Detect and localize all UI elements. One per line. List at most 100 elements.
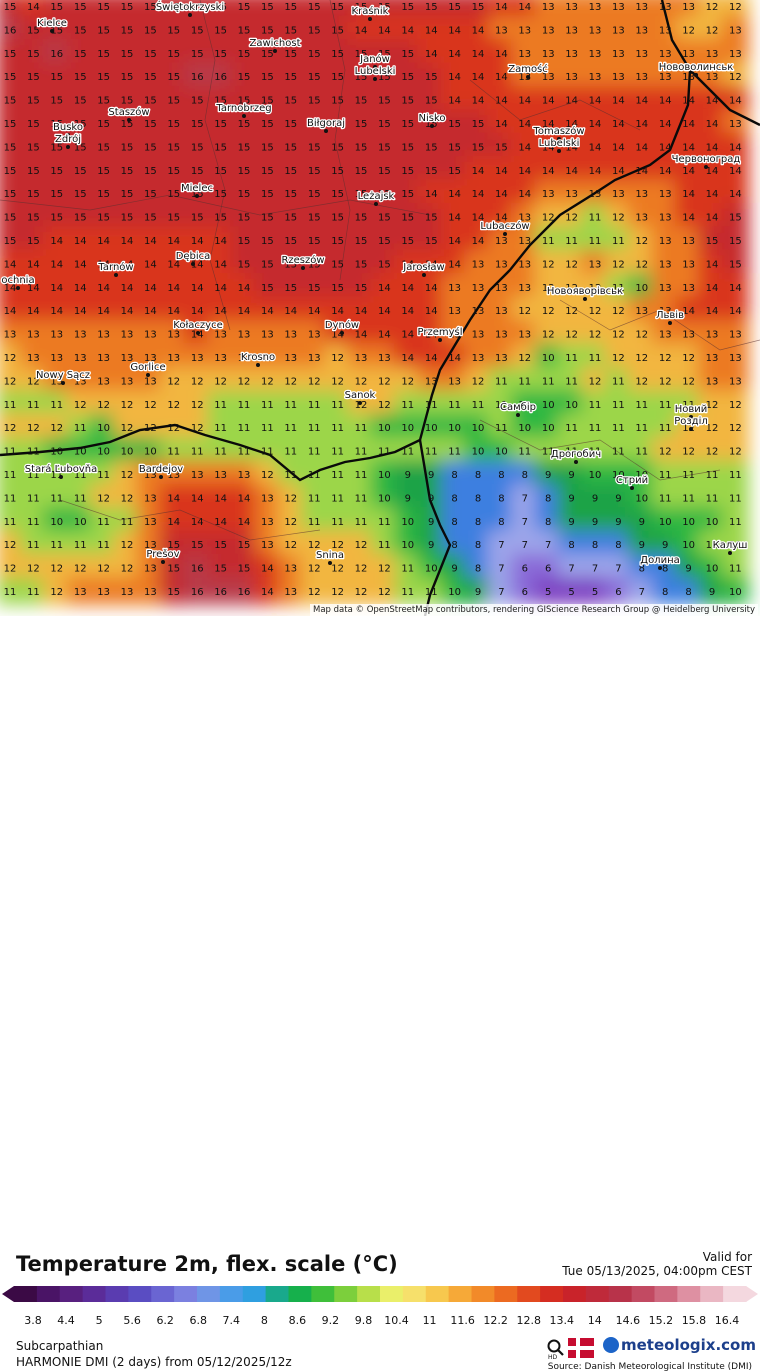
temperature-cell [0,296,24,324]
temperature-cell [206,343,235,371]
temperature-cell [230,202,258,231]
temperature-value: 9 [428,470,434,481]
temperature-cell [206,296,235,324]
temperature-value: 10 [378,423,391,434]
temperature-value: 11 [542,376,555,387]
temperature-value: 13 [635,2,648,13]
temperature-cell [534,249,562,278]
temperature-value: 13 [121,353,134,364]
denmark-flag-icon [568,1338,594,1358]
temperature-value: 14 [682,189,695,200]
temperature-cell [417,132,445,161]
temperature-value: 8 [475,493,481,504]
temperature-cell [487,15,516,44]
temperature-cell [604,202,633,231]
temperature-cell [534,343,562,371]
temperature-cell [66,85,94,114]
temperature-value: 12 [50,423,63,434]
scale-swatch [288,1286,312,1302]
temperature-cell [66,460,94,488]
temperature-value: 15 [331,72,344,83]
temperature-cell [183,62,211,90]
temperature-cell [370,0,399,20]
temperature-cell [674,413,703,441]
temperature-cell [253,226,282,254]
temperature-cell [89,15,118,44]
temperature-cell [674,0,703,20]
temperature-value: 15 [4,49,17,60]
temperature-cell [651,273,679,301]
temperature-value: 14 [659,166,672,177]
temperature-value: 10 [74,447,87,458]
temperature-value: 12 [378,587,391,598]
brand-logo[interactable]: meteologix.com [603,1336,756,1354]
temperature-cell [136,132,165,161]
temperature-value: 14 [97,306,110,317]
temperature-cell [89,483,118,512]
temperature-cell [464,15,492,44]
temperature-cell [440,109,469,137]
temperature-cell [511,132,539,161]
temperature-cell [43,273,71,301]
temperature-value: 13 [74,330,87,341]
temperature-value: 13 [518,72,531,83]
temperature-map[interactable]: 15 14 15 15 15 15 15 15 15 15 15 15 15 15 15 15 15 15 15 15… [0,0,760,616]
city-marker [328,561,332,565]
temperature-value: 13 [214,353,227,364]
temperature-value: 15 [261,283,274,294]
temperature-value: 15 [144,2,157,13]
temperature-cell [300,483,328,512]
temperature-cell [370,15,399,44]
temperature-value: 15 [401,96,414,107]
temperature-value: 12 [635,259,648,270]
temperature-cell [651,436,679,465]
temperature-cell [511,15,539,44]
temperature-value: 15 [729,259,742,270]
temperature-value: 13 [472,259,485,270]
temperature-cell [417,226,445,254]
temperature-value: 15 [378,96,391,107]
temperature-cell [19,577,48,605]
border-pl-sk [0,423,421,482]
temperature-cell [394,483,422,512]
temperature-value: 9 [639,540,645,551]
temperature-value: 12 [191,400,204,411]
temperature-value: 11 [191,447,204,458]
scale-tick-label: 5 [96,1314,103,1327]
temperature-value: 15 [284,189,297,200]
temperature-value: 15 [261,213,274,224]
city-marker [66,145,70,149]
temperature-value: 14 [706,142,719,153]
temperature-cell [604,436,633,465]
temperature-cell [464,132,492,161]
temperature-value: 15 [355,189,368,200]
temperature-cell [440,132,469,161]
temperature-value: 12 [97,400,110,411]
temperature-value: 15 [167,564,180,575]
temperature-cell [721,132,750,161]
temperature-value: 11 [565,353,578,364]
scale-tick-label: 6.2 [156,1314,174,1327]
temperature-cell [66,577,94,605]
temperature-cell [0,179,24,207]
temperature-cell [721,202,750,231]
temperature-value: 11 [729,564,742,575]
city-marker [373,65,377,69]
temperature-cell [698,249,726,278]
temperature-value: 14 [401,330,414,341]
temperature-cell [0,109,24,137]
temperature-value: 15 [97,2,110,13]
temperature-value: 13 [635,306,648,317]
temperature-cell [19,202,48,231]
temperature-value: 15 [284,283,297,294]
temperature-value: 11 [425,400,438,411]
temperature-value: 15 [284,166,297,177]
temperature-value: 14 [378,283,391,294]
temperature-value: 7 [592,564,598,575]
temperature-value: 12 [612,353,625,364]
globe-icon [603,1337,619,1353]
search-icon[interactable]: HD [546,1338,566,1360]
temperature-value: 15 [401,213,414,224]
temperature-cell [370,273,399,301]
temperature-cell [253,413,282,441]
